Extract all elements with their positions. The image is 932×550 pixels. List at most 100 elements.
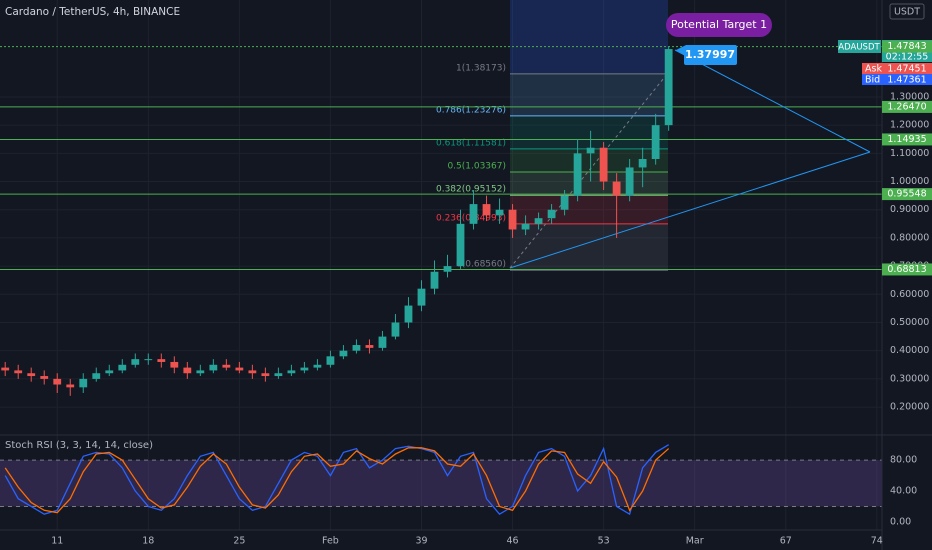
candle-body: [313, 364, 322, 368]
level-label: 0.68813: [887, 264, 926, 275]
candles: [1, 46, 673, 396]
candle-body: [391, 322, 400, 337]
levels: [0, 46, 882, 270]
x-tick-label: 18: [142, 536, 154, 547]
fib-extension-zone: [510, 0, 668, 74]
candle-body: [27, 373, 36, 377]
indicator-tick-label: 40.00: [890, 486, 917, 497]
candle-body: [326, 356, 335, 365]
x-tick-label: Mar: [686, 536, 704, 547]
candle-body: [378, 336, 387, 348]
fib-label: 0.786(1.23276): [436, 105, 506, 115]
fib-label: 1(1.38173): [456, 63, 506, 73]
callout-text: Potential Target 1: [671, 18, 767, 31]
candle-body: [534, 218, 543, 224]
candle-body: [521, 223, 530, 230]
candle-body: [508, 209, 517, 230]
x-tick-label: 39: [415, 536, 427, 547]
indicator-tick-label: 80.00: [890, 455, 917, 466]
y-tick-label: 0.20000: [890, 402, 929, 413]
fib-retracement: 1(1.38173) 0.786(1.23276) 0.618(1.11581) 0.…: [436, 0, 668, 271]
candle-body: [209, 364, 218, 371]
y-tick-label: 0.80000: [890, 232, 929, 243]
candle-body: [66, 384, 75, 388]
bid-box: [862, 74, 932, 85]
candle-body: [79, 378, 88, 388]
chart-title: Cardano / TetherUS, 4h, BINANCE: [5, 6, 180, 18]
indicator-line: [4, 447, 670, 514]
trend-line: [509, 151, 871, 269]
candle-body: [586, 147, 595, 154]
fib-zone: [510, 172, 668, 196]
fib-zone: [510, 73, 668, 116]
ask-box: [862, 63, 932, 74]
ask-label: Ask: [865, 64, 882, 75]
candle-body: [339, 350, 348, 357]
level-label: 1.26470: [887, 101, 926, 112]
candle-body: [235, 367, 244, 371]
candle-body: [92, 373, 101, 379]
level-label-box: [882, 100, 932, 113]
currency-box: [889, 3, 925, 20]
candle-body: [417, 288, 426, 306]
x-tick-label: 53: [598, 536, 610, 547]
candle-body: [495, 209, 504, 216]
level-label: 1.47843: [887, 41, 926, 52]
candle-body: [599, 147, 608, 182]
x-tick-label: 25: [233, 536, 245, 547]
candle-body: [612, 181, 621, 196]
candle-body: [170, 361, 179, 368]
x-tick-label: 11: [51, 536, 63, 547]
candle-body: [287, 370, 296, 374]
candle-body: [443, 266, 452, 272]
candle-body: [352, 345, 361, 351]
y-tick-label: 1.20000: [890, 120, 929, 131]
candle-body: [625, 167, 634, 196]
x-tick-label: 74: [871, 536, 883, 547]
y-tick-label: 0.60000: [890, 289, 929, 300]
candle-body: [573, 153, 582, 196]
level-label: 0.95548: [887, 189, 926, 200]
candle-body: [40, 376, 49, 379]
ask: 1.47451: [887, 64, 926, 75]
bid-label: Bid: [865, 75, 880, 86]
level-label-box: [882, 133, 932, 146]
y-tick-label: 0.40000: [890, 345, 929, 356]
price-label: [676, 45, 737, 65]
bid: 1.47361: [887, 75, 926, 86]
candle-body: [456, 223, 465, 267]
countdown: 02:12:55: [886, 52, 929, 63]
trend-line: [674, 49, 871, 153]
level-label-box: [882, 40, 932, 53]
candle-body: [157, 359, 166, 362]
indicator-title: Stoch RSI (3, 3, 14, 14, close): [5, 440, 153, 451]
y-tick-label: 0.50000: [890, 317, 929, 328]
candle-body: [1, 367, 10, 371]
fib-zone: [510, 223, 668, 271]
x-tick-label: 67: [780, 536, 792, 547]
symbol: ADAUSDT: [838, 43, 880, 53]
callout: [666, 13, 772, 37]
candle-body: [430, 271, 439, 289]
currency: USDT: [894, 7, 920, 18]
candle-body: [53, 378, 62, 385]
candle-body: [261, 373, 270, 377]
fib-label: 0.382(0.95152): [436, 185, 506, 195]
candle-body: [651, 125, 660, 159]
candle-body: [222, 364, 231, 368]
candle-body: [248, 370, 257, 374]
fib-label: 0.5(1.03367): [447, 162, 506, 172]
candle-body: [118, 364, 127, 371]
grid: [0, 0, 882, 530]
fib-label: 0(0.68560): [456, 260, 506, 270]
y-tick-label: 1.30000: [890, 91, 929, 102]
y-tick-label: 0.90000: [890, 204, 929, 215]
symbol-box: [838, 40, 881, 53]
candle-body: [404, 305, 413, 323]
candle-body: [105, 370, 114, 374]
level-label: 1.14935: [887, 134, 926, 145]
candle-body: [131, 359, 140, 365]
fib-zone: [510, 195, 668, 224]
